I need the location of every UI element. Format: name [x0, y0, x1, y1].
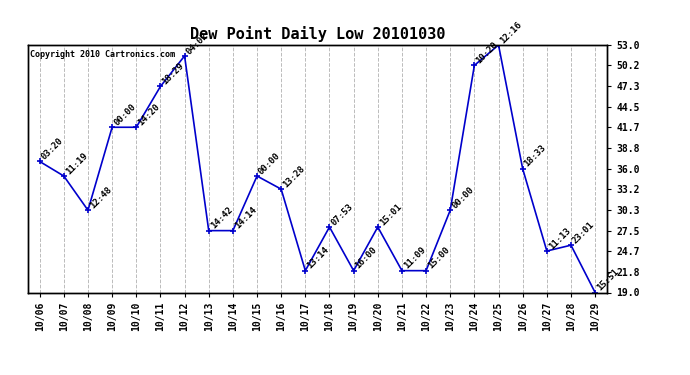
Text: 00:00: 00:00 [257, 151, 282, 176]
Text: 12:48: 12:48 [88, 185, 113, 210]
Text: 14:20: 14:20 [136, 102, 161, 127]
Text: 04:02: 04:02 [184, 30, 210, 56]
Text: 18:33: 18:33 [523, 143, 548, 169]
Text: 12:16: 12:16 [498, 20, 524, 45]
Text: 15:01: 15:01 [378, 202, 403, 227]
Text: 11:13: 11:13 [546, 226, 572, 251]
Text: 13:28: 13:28 [282, 164, 306, 189]
Text: 15:00: 15:00 [426, 245, 451, 271]
Text: 13:14: 13:14 [305, 245, 331, 271]
Text: 10:20: 10:20 [475, 40, 500, 65]
Text: 00:00: 00:00 [112, 102, 137, 127]
Text: 11:19: 11:19 [63, 151, 89, 176]
Text: 15:51: 15:51 [595, 267, 620, 292]
Text: 18:29: 18:29 [160, 61, 186, 87]
Text: 16:00: 16:00 [353, 245, 379, 271]
Text: 07:53: 07:53 [330, 202, 355, 227]
Text: 11:09: 11:09 [402, 245, 427, 271]
Text: 14:14: 14:14 [233, 205, 258, 231]
Title: Dew Point Daily Low 20101030: Dew Point Daily Low 20101030 [190, 27, 445, 42]
Text: 00:00: 00:00 [450, 185, 475, 210]
Text: 03:20: 03:20 [39, 136, 65, 162]
Text: Copyright 2010 Cartronics.com: Copyright 2010 Cartronics.com [30, 50, 175, 59]
Text: 23:01: 23:01 [571, 220, 596, 245]
Text: 14:42: 14:42 [208, 205, 234, 231]
